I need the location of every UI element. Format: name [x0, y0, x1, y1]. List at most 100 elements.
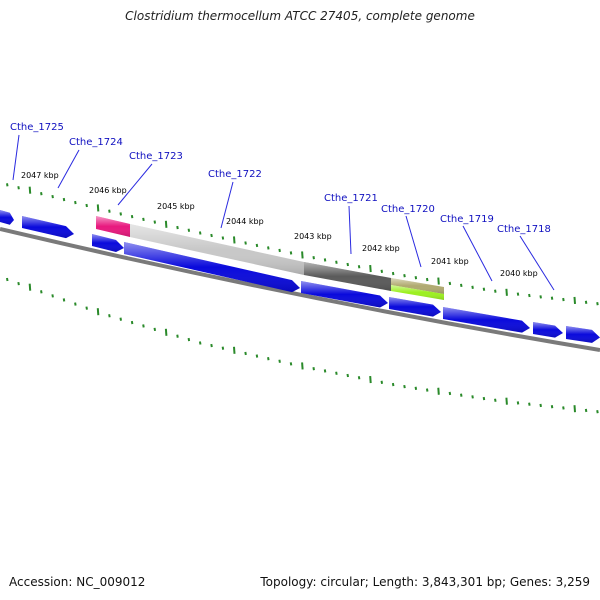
minor-tick	[119, 317, 122, 321]
label-leader-line	[405, 215, 422, 268]
major-tick	[28, 186, 32, 194]
kbp-label: 2040 kbp	[500, 269, 538, 278]
minor-tick	[471, 395, 474, 399]
major-tick	[437, 277, 440, 285]
gene-label-cthe-1719[interactable]: Cthe_1719	[440, 214, 494, 225]
minor-tick	[516, 401, 520, 405]
minor-tick	[562, 297, 565, 302]
minor-tick	[414, 386, 418, 391]
gene-arrow-shade	[301, 281, 388, 308]
minor-tick	[539, 403, 542, 408]
gene-label-cthe-1723[interactable]: Cthe_1723	[129, 151, 183, 162]
major-tick	[164, 328, 168, 336]
minor-tick	[335, 260, 338, 264]
gene-track	[0, 210, 600, 343]
gene-arrow-shade	[389, 297, 441, 317]
minor-tick	[596, 410, 599, 414]
label-leader-line	[462, 225, 493, 282]
label-leader-line	[117, 163, 153, 206]
feature-track	[96, 216, 444, 300]
minor-tick	[516, 292, 520, 296]
minor-tick	[244, 241, 247, 245]
major-tick	[96, 308, 100, 316]
minor-tick	[51, 194, 54, 199]
minor-tick	[584, 408, 588, 413]
gene-label-cthe-1725[interactable]: Cthe_1725	[10, 122, 64, 133]
major-tick	[369, 375, 372, 384]
minor-tick	[482, 287, 486, 291]
gene-label-cthe-1720[interactable]: Cthe_1720	[381, 204, 435, 215]
minor-tick	[312, 256, 315, 260]
minor-tick	[528, 402, 531, 406]
kbp-label: 2042 kbp	[362, 244, 400, 253]
minor-tick	[380, 269, 384, 273]
minor-tick	[380, 380, 384, 384]
minor-tick	[482, 396, 486, 401]
major-tick	[505, 288, 508, 296]
kbp-label: 2045 kbp	[157, 202, 195, 211]
kbp-label: 2044 kbp	[226, 217, 264, 226]
minor-tick	[210, 233, 213, 238]
minor-tick	[176, 334, 179, 338]
minor-tick	[471, 285, 474, 289]
minor-tick	[40, 290, 43, 294]
minor-tick	[391, 382, 395, 387]
gene-label-cthe-1722[interactable]: Cthe_1722	[208, 169, 262, 180]
minor-tick	[460, 283, 463, 288]
kbp-label: 2041 kbp	[431, 257, 469, 266]
gene-label-cthe-1721[interactable]: Cthe_1721	[324, 193, 378, 204]
accession-text: Accession: NC_009012	[9, 575, 146, 589]
minor-tick	[312, 367, 315, 371]
minor-tick	[584, 300, 588, 304]
genome-backbone	[0, 227, 600, 352]
minor-tick	[62, 197, 66, 202]
minor-tick	[289, 362, 293, 366]
minor-tick	[448, 391, 452, 396]
gene-label-cthe-1724[interactable]: Cthe_1724	[69, 137, 123, 148]
minor-tick	[62, 298, 66, 302]
feature-segment-olive-shade	[391, 278, 444, 294]
feature-segment-lightgray-shade	[130, 224, 304, 275]
feature-segment-green-shade	[391, 285, 444, 300]
minor-tick	[528, 293, 531, 298]
kbp-label: 2047 kbp	[21, 171, 59, 180]
minor-tick	[494, 398, 497, 402]
minor-tick	[562, 406, 565, 410]
map-title: Clostridium thermocellum ATCC 27405, com…	[125, 9, 475, 23]
minor-tick	[460, 393, 463, 397]
major-tick	[28, 283, 32, 291]
minor-tick	[550, 405, 554, 409]
major-tick	[369, 264, 372, 273]
gene-arrow-shade	[443, 307, 530, 333]
major-tick	[573, 296, 576, 305]
minor-tick	[210, 343, 213, 348]
minor-tick	[335, 371, 338, 375]
minor-tick	[187, 337, 191, 342]
minor-tick	[403, 384, 406, 389]
gene-arrow-shade	[92, 234, 124, 252]
minor-tick	[221, 346, 225, 350]
minor-tick	[198, 231, 202, 235]
gene-arrow-shade	[566, 326, 600, 343]
inner-tick-ring	[6, 277, 599, 414]
minor-tick	[153, 220, 157, 224]
major-tick	[233, 236, 236, 244]
minor-tick	[494, 289, 497, 293]
major-tick	[96, 204, 100, 212]
minor-tick	[108, 209, 111, 213]
minor-tick	[17, 281, 20, 286]
gene-label-cthe-1718[interactable]: Cthe_1718	[497, 224, 551, 235]
minor-tick	[391, 271, 395, 276]
gene-arrow-shade	[22, 216, 74, 239]
major-tick	[437, 387, 440, 395]
minor-tick	[74, 200, 77, 205]
kbp-label: 2046 kbp	[89, 186, 127, 195]
minor-tick	[40, 192, 43, 196]
minor-tick	[108, 314, 111, 318]
label-leaders	[12, 134, 555, 291]
label-leader-line	[220, 181, 234, 229]
minor-tick	[198, 341, 202, 345]
minor-tick	[255, 354, 259, 358]
minor-tick	[278, 359, 281, 363]
